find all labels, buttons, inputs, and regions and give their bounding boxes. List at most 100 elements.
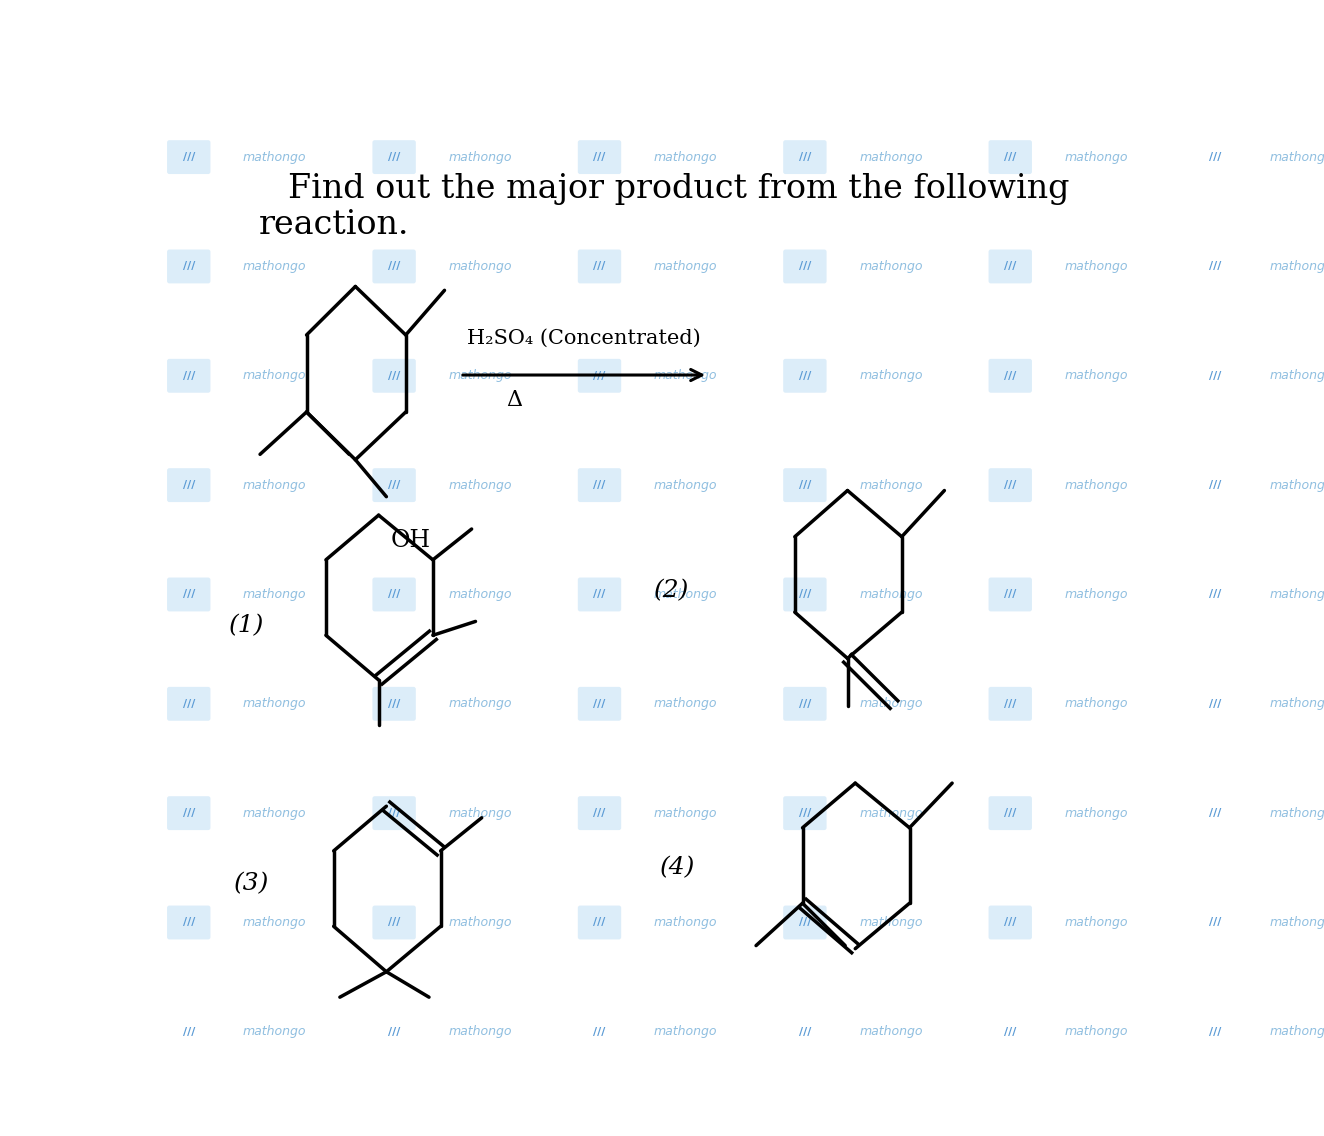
Text: ///: /// bbox=[1209, 808, 1222, 818]
Text: H₂SO₄ (Concentrated): H₂SO₄ (Concentrated) bbox=[467, 329, 700, 348]
Text: mathongo: mathongo bbox=[449, 260, 512, 273]
FancyBboxPatch shape bbox=[1194, 796, 1238, 830]
Text: ///: /// bbox=[1209, 699, 1222, 709]
Text: mathongo: mathongo bbox=[244, 807, 306, 820]
FancyBboxPatch shape bbox=[989, 250, 1031, 283]
Text: ///: /// bbox=[1004, 699, 1017, 709]
Text: OH: OH bbox=[391, 529, 430, 552]
FancyBboxPatch shape bbox=[372, 140, 416, 174]
Text: mathongo: mathongo bbox=[244, 478, 306, 492]
FancyBboxPatch shape bbox=[784, 250, 826, 283]
Text: mathongo: mathongo bbox=[1064, 151, 1128, 164]
Text: ///: /// bbox=[593, 152, 605, 162]
Text: mathongo: mathongo bbox=[654, 260, 718, 273]
Text: mathongo: mathongo bbox=[1270, 369, 1324, 383]
Text: ///: /// bbox=[388, 370, 400, 381]
Text: ///: /// bbox=[798, 152, 812, 162]
Text: ///: /// bbox=[1209, 261, 1222, 272]
Text: mathongo: mathongo bbox=[859, 478, 923, 492]
FancyBboxPatch shape bbox=[372, 250, 416, 283]
FancyBboxPatch shape bbox=[167, 796, 211, 830]
FancyBboxPatch shape bbox=[577, 577, 621, 611]
Text: mathongo: mathongo bbox=[859, 588, 923, 601]
Text: mathongo: mathongo bbox=[1064, 916, 1128, 929]
Text: ///: /// bbox=[593, 808, 605, 818]
Text: mathongo: mathongo bbox=[244, 916, 306, 929]
Text: Δ: Δ bbox=[506, 389, 522, 411]
Text: ///: /// bbox=[388, 808, 400, 818]
Text: ///: /// bbox=[388, 590, 400, 600]
Text: ///: /// bbox=[1004, 808, 1017, 818]
Text: ///: /// bbox=[1209, 481, 1222, 490]
Text: mathongo: mathongo bbox=[859, 369, 923, 383]
Text: ///: /// bbox=[798, 808, 812, 818]
FancyBboxPatch shape bbox=[989, 140, 1031, 174]
FancyBboxPatch shape bbox=[989, 687, 1031, 720]
FancyBboxPatch shape bbox=[989, 1014, 1031, 1049]
Text: ///: /// bbox=[798, 918, 812, 927]
Text: ///: /// bbox=[593, 1027, 605, 1037]
Text: (1): (1) bbox=[229, 613, 265, 637]
Text: ///: /// bbox=[593, 590, 605, 600]
Text: mathongo: mathongo bbox=[654, 698, 718, 710]
Text: mathongo: mathongo bbox=[654, 807, 718, 820]
Text: mathongo: mathongo bbox=[1270, 1026, 1324, 1038]
Text: (4): (4) bbox=[659, 857, 695, 879]
FancyBboxPatch shape bbox=[372, 687, 416, 720]
Text: mathongo: mathongo bbox=[449, 916, 512, 929]
Text: mathongo: mathongo bbox=[654, 588, 718, 601]
FancyBboxPatch shape bbox=[577, 140, 621, 174]
Text: (2): (2) bbox=[654, 579, 688, 602]
FancyBboxPatch shape bbox=[577, 359, 621, 393]
Text: mathongo: mathongo bbox=[1270, 478, 1324, 492]
FancyBboxPatch shape bbox=[989, 905, 1031, 939]
Text: ///: /// bbox=[1209, 152, 1222, 162]
FancyBboxPatch shape bbox=[372, 359, 416, 393]
Text: mathongo: mathongo bbox=[244, 1026, 306, 1038]
Text: ///: /// bbox=[388, 1027, 400, 1037]
Text: mathongo: mathongo bbox=[1064, 698, 1128, 710]
Text: mathongo: mathongo bbox=[449, 807, 512, 820]
FancyBboxPatch shape bbox=[577, 1014, 621, 1049]
Text: mathongo: mathongo bbox=[859, 1026, 923, 1038]
FancyBboxPatch shape bbox=[1194, 140, 1238, 174]
FancyBboxPatch shape bbox=[989, 359, 1031, 393]
Text: ///: /// bbox=[593, 699, 605, 709]
FancyBboxPatch shape bbox=[989, 796, 1031, 830]
Text: mathongo: mathongo bbox=[859, 916, 923, 929]
Text: ///: /// bbox=[1209, 590, 1222, 600]
Text: mathongo: mathongo bbox=[654, 151, 718, 164]
Text: reaction.: reaction. bbox=[258, 209, 409, 242]
Text: ///: /// bbox=[798, 590, 812, 600]
Text: mathongo: mathongo bbox=[244, 260, 306, 273]
FancyBboxPatch shape bbox=[577, 468, 621, 502]
FancyBboxPatch shape bbox=[167, 359, 211, 393]
Text: mathongo: mathongo bbox=[1064, 807, 1128, 820]
Text: ///: /// bbox=[183, 918, 195, 927]
FancyBboxPatch shape bbox=[577, 796, 621, 830]
Text: mathongo: mathongo bbox=[1064, 260, 1128, 273]
Text: mathongo: mathongo bbox=[449, 478, 512, 492]
FancyBboxPatch shape bbox=[1194, 468, 1238, 502]
Text: mathongo: mathongo bbox=[244, 151, 306, 164]
FancyBboxPatch shape bbox=[784, 577, 826, 611]
Text: mathongo: mathongo bbox=[1064, 369, 1128, 383]
FancyBboxPatch shape bbox=[784, 1014, 826, 1049]
Text: mathongo: mathongo bbox=[449, 698, 512, 710]
Text: ///: /// bbox=[593, 481, 605, 490]
Text: ///: /// bbox=[183, 808, 195, 818]
Text: ///: /// bbox=[593, 370, 605, 381]
Text: mathongo: mathongo bbox=[1064, 588, 1128, 601]
FancyBboxPatch shape bbox=[167, 468, 211, 502]
Text: ///: /// bbox=[1209, 1027, 1222, 1037]
FancyBboxPatch shape bbox=[577, 905, 621, 939]
FancyBboxPatch shape bbox=[372, 796, 416, 830]
FancyBboxPatch shape bbox=[1194, 687, 1238, 720]
Text: mathongo: mathongo bbox=[654, 916, 718, 929]
Text: ///: /// bbox=[183, 370, 195, 381]
FancyBboxPatch shape bbox=[989, 468, 1031, 502]
Text: mathongo: mathongo bbox=[244, 698, 306, 710]
Text: mathongo: mathongo bbox=[1270, 260, 1324, 273]
FancyBboxPatch shape bbox=[167, 577, 211, 611]
Text: mathongo: mathongo bbox=[244, 588, 306, 601]
